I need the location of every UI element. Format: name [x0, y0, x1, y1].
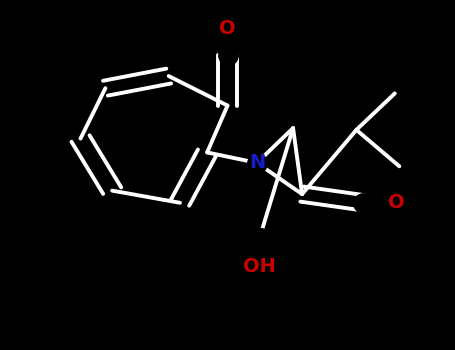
- Text: O: O: [219, 19, 236, 38]
- Text: O: O: [388, 193, 404, 212]
- Text: N: N: [249, 153, 265, 172]
- Text: OH: OH: [243, 257, 276, 275]
